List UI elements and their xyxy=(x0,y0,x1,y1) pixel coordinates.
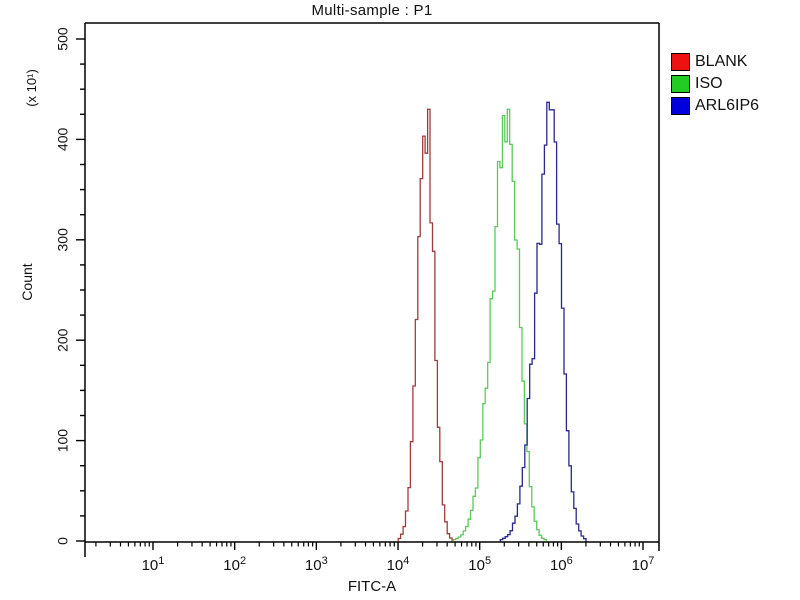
y-tick-label: 100 xyxy=(55,429,71,453)
legend: BLANK ISO ARL6IP6 xyxy=(671,53,759,115)
y-axis: 0 100 200 300 400 500 Count (x 10¹) xyxy=(19,27,85,545)
series-curve-iso xyxy=(452,108,548,542)
legend-label: ARL6IP6 xyxy=(695,97,760,114)
x-tick-label: 104 xyxy=(387,555,410,574)
y-axis-label: Count xyxy=(19,263,35,300)
y-tick-label: 500 xyxy=(55,27,71,51)
x-axis-label: FITC-A xyxy=(348,578,396,595)
y-axis-unit-label: (x 10¹) xyxy=(24,69,39,107)
plot-border xyxy=(84,22,660,557)
x-axis: 101 102 103 104 105 106 107 FITC-A xyxy=(95,542,655,595)
y-tick-label: 300 xyxy=(55,228,71,252)
chart-title: Multi-sample : P1 xyxy=(311,2,433,19)
y-tick-label: 400 xyxy=(55,128,71,152)
legend-item-arl6ip6: ARL6IP6 xyxy=(671,97,759,115)
x-tick-label: 106 xyxy=(550,555,573,574)
y-tick-label: 200 xyxy=(55,328,71,352)
series-curve-blank xyxy=(397,108,453,542)
x-tick-label: 107 xyxy=(632,555,655,574)
legend-swatch-blank xyxy=(671,53,690,71)
x-tick-label: 101 xyxy=(142,555,165,574)
x-tick-label: 105 xyxy=(468,555,491,574)
legend-item-iso: ISO xyxy=(671,75,759,93)
y-tick-label: 0 xyxy=(55,537,71,545)
legend-label: BLANK xyxy=(695,53,748,70)
legend-swatch-iso xyxy=(671,75,690,93)
legend-swatch-arl6ip6 xyxy=(671,97,690,115)
legend-label: ISO xyxy=(695,75,723,92)
x-tick-label: 102 xyxy=(223,555,246,574)
legend-item-blank: BLANK xyxy=(671,53,759,71)
series-curve-arl6ip6 xyxy=(499,101,587,542)
x-tick-label: 103 xyxy=(305,555,328,574)
